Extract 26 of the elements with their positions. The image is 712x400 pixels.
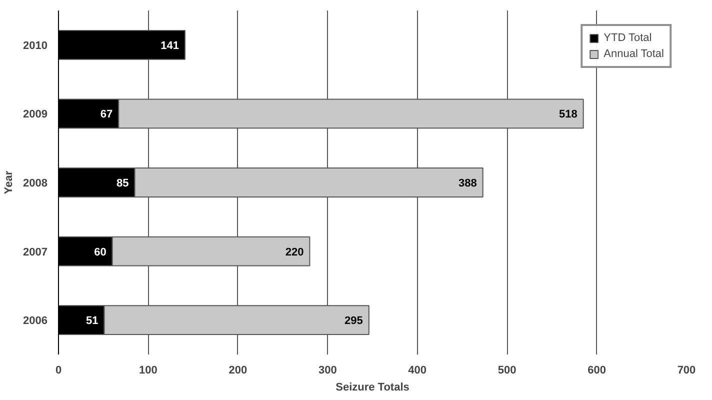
y-tick-label: 2009 — [23, 108, 48, 121]
y-tick-label: 2008 — [23, 178, 48, 190]
y-tick-label: 2007 — [23, 246, 48, 258]
data-label: 141 — [160, 40, 180, 52]
y-tick-label: 2006 — [23, 315, 48, 328]
data-label: 518 — [558, 108, 578, 121]
data-label: 220 — [285, 246, 304, 258]
x-axis-title: Seizure Totals — [336, 382, 410, 394]
x-tick-label: 0 — [55, 364, 62, 376]
data-label: 85 — [116, 178, 129, 190]
x-tick-label: 100 — [139, 364, 158, 376]
x-tick-label: 600 — [588, 364, 606, 376]
data-label: 295 — [344, 315, 363, 328]
y-tick-label: 2010 — [23, 40, 48, 52]
legend-label: Annual Total — [604, 48, 664, 60]
x-tick-label: 700 — [677, 364, 696, 376]
data-label: 67 — [100, 108, 113, 121]
data-label: 388 — [458, 178, 477, 190]
x-tick-label: 300 — [318, 364, 337, 376]
x-tick-label: 400 — [408, 364, 427, 376]
y-axis-title: Year — [3, 170, 16, 194]
legend-label: YTD Total — [604, 32, 652, 44]
data-label: 60 — [94, 246, 106, 258]
x-tick-label: 500 — [498, 364, 516, 376]
x-tick-label: 200 — [228, 364, 248, 376]
data-label: 51 — [86, 315, 98, 328]
